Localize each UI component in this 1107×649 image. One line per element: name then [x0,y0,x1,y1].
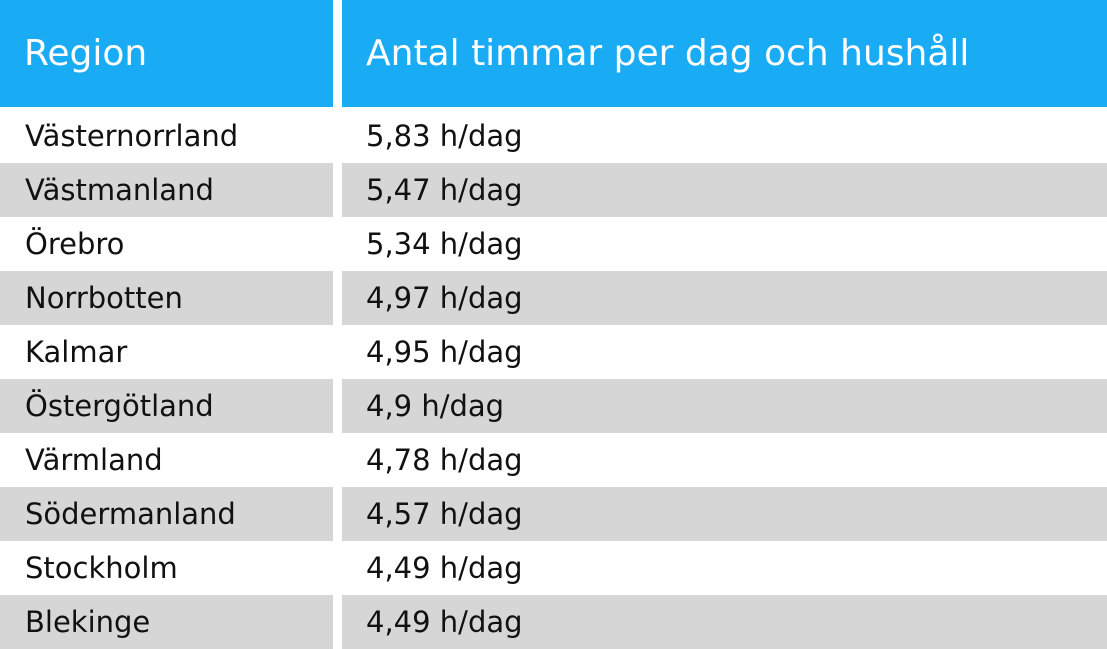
table-row: Västmanland 5,47 h/dag [0,163,1107,217]
region-cell: Västernorrland [0,109,333,163]
column-header-region: Region [0,0,333,107]
hours-cell: 4,49 h/dag [342,595,1107,649]
region-cell: Stockholm [0,541,333,595]
hours-cell: 4,95 h/dag [342,325,1107,379]
region-cell: Östergötland [0,379,333,433]
table-row: Stockholm 4,49 h/dag [0,541,1107,595]
hours-cell: 4,9 h/dag [342,379,1107,433]
table-row: Södermanland 4,57 h/dag [0,487,1107,541]
table-row: Örebro 5,34 h/dag [0,217,1107,271]
table-row: Blekinge 4,49 h/dag [0,595,1107,649]
hours-cell: 5,83 h/dag [342,109,1107,163]
table-row: Kalmar 4,95 h/dag [0,325,1107,379]
region-cell: Örebro [0,217,333,271]
table-row: Östergötland 4,9 h/dag [0,379,1107,433]
region-cell: Västmanland [0,163,333,217]
hours-cell: 5,47 h/dag [342,163,1107,217]
region-cell: Södermanland [0,487,333,541]
table-row: Värmland 4,78 h/dag [0,433,1107,487]
table-header: Region Antal timmar per dag och hushåll [0,0,1107,107]
hours-cell: 5,34 h/dag [342,217,1107,271]
hours-cell: 4,49 h/dag [342,541,1107,595]
column-header-hours: Antal timmar per dag och hushåll [342,0,1107,107]
hours-cell: 4,97 h/dag [342,271,1107,325]
region-cell: Blekinge [0,595,333,649]
region-cell: Värmland [0,433,333,487]
region-cell: Kalmar [0,325,333,379]
table-row: Västernorrland 5,83 h/dag [0,109,1107,163]
table-row: Norrbotten 4,97 h/dag [0,271,1107,325]
hours-cell: 4,57 h/dag [342,487,1107,541]
region-cell: Norrbotten [0,271,333,325]
hours-cell: 4,78 h/dag [342,433,1107,487]
